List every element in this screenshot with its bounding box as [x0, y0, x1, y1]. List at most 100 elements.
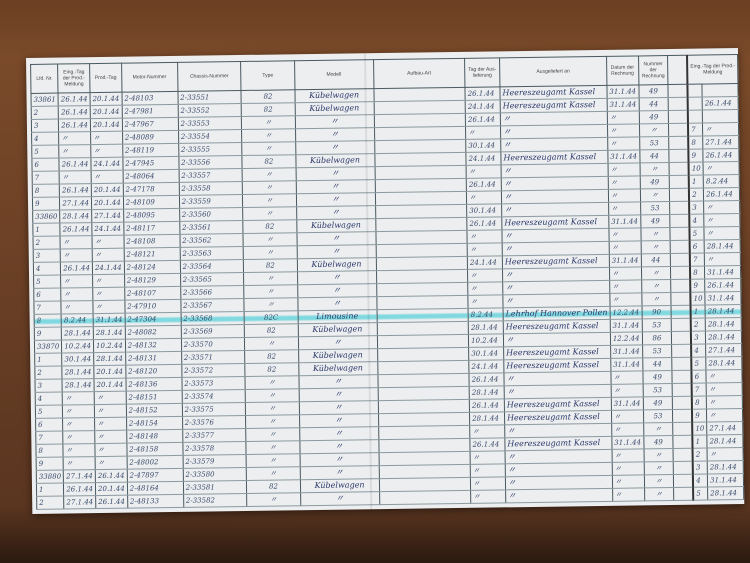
cell-tag-auslieferung: 〃 [466, 190, 502, 205]
cell-datum-rechnung: 31.1.44 [607, 149, 640, 164]
cell-motor-nummer: 2-47897 [126, 468, 184, 483]
cell-modell: 〃 [299, 465, 379, 480]
cell-eing-tag: 26.1.44 [59, 157, 92, 172]
cell-prod-tag: 〃 [91, 235, 124, 249]
cell-blank [671, 344, 692, 358]
cell-modell: 〃 [297, 296, 377, 311]
cell-lfd-nr: 3 [33, 249, 61, 263]
cell-aufbau-art [379, 490, 471, 505]
cell-aufbau-art [376, 295, 469, 310]
cell-type: 〃 [241, 128, 296, 143]
cell-datum-rechnung: 〃 [607, 136, 640, 151]
cell-eing-tag: 10.2.44 [61, 339, 94, 354]
cell-chassis-nummer: 2-33580 [182, 467, 247, 482]
cell-eing-tag-2: 27.1.44 [706, 421, 743, 436]
cell-blank [668, 110, 689, 124]
cell-motor-nummer: 2-48109 [123, 195, 180, 210]
cell-tag-auslieferung: 28.1.44 [469, 385, 505, 400]
cell-prod-tag: 27.1.44 [91, 209, 124, 223]
cell-type: 〃 [246, 453, 300, 468]
cell-prod-tag: 20.1.44 [95, 482, 128, 496]
cell-type: 82 [242, 154, 296, 169]
cell-eing-tag-2: 〃 [702, 122, 739, 137]
cell-eing-tag: 8.2.44 [61, 313, 94, 328]
cell-lfd-nr: 5 [31, 145, 60, 159]
cell-nummer-rechnung: 53 [643, 409, 674, 423]
cell-tag-auslieferung: 〃 [470, 476, 506, 491]
cell-nummer-rechnung: 〃 [641, 266, 672, 280]
cell-motor-nummer: 2-48154 [126, 416, 183, 431]
cell-modell: Kübelwagen [294, 101, 374, 116]
cell-aufbau-art [375, 243, 468, 258]
cell-blank [673, 448, 693, 462]
header-eing-tag: Eing.-Tag der Prod.-Meldung [57, 63, 90, 94]
cell-lfd-nr-2: 4 [693, 474, 708, 488]
cell-type: 〃 [242, 180, 297, 195]
cell-aufbau-art [378, 464, 471, 479]
cell-eing-tag: 〃 [60, 235, 93, 250]
cell-motor-nummer: 2-48124 [124, 260, 181, 275]
cell-aufbau-art [373, 87, 466, 102]
cell-type: 〃 [245, 401, 300, 416]
cell-eing-tag: 28.1.44 [62, 365, 94, 380]
cell-aufbau-art [374, 139, 466, 154]
cell-chassis-nummer: 2-33566 [180, 285, 245, 300]
cell-nummer-rechnung: 49 [643, 435, 674, 449]
cell-eing-tag: 26.1.44 [58, 105, 91, 120]
cell-datum-rechnung: 12.2.44 [610, 331, 643, 346]
cell-type: 〃 [243, 284, 298, 299]
cell-prod-tag: 28.1.44 [93, 326, 126, 340]
cell-nummer-rechnung: 〃 [640, 240, 671, 254]
cell-ausgeliefert-an: Heereszeugamt Kassel [499, 85, 607, 100]
cell-eing-tag: 26.1.44 [63, 482, 96, 497]
cell-lfd-nr: 4 [31, 132, 59, 146]
cell-blank [671, 318, 692, 332]
cell-chassis-nummer: 2-33567 [180, 298, 245, 313]
cell-prod-tag: 〃 [91, 170, 123, 184]
cell-lfd-nr: 5 [33, 275, 61, 289]
cell-motor-nummer: 2-48117 [123, 221, 180, 236]
cell-lfd-nr: 1 [34, 353, 63, 367]
cell-lfd-nr-2: 8 [690, 266, 705, 280]
cell-prod-tag: 20.1.44 [93, 378, 126, 392]
cell-datum-rechnung: 12.2.44 [609, 305, 642, 320]
cell-motor-nummer: 2-48082 [124, 325, 182, 340]
header-blank [667, 55, 688, 85]
cell-eing-tag: 〃 [59, 170, 92, 185]
cell-ausgeliefert-an: Heereszeugamt Kassel [502, 254, 610, 269]
cell-motor-nummer: 2-48107 [124, 286, 181, 301]
cell-prod-tag: 20.1.44 [91, 196, 124, 210]
cell-tag-auslieferung: 24.1.44 [465, 151, 502, 166]
cell-prod-tag: 26.1.44 [95, 495, 128, 509]
cell-lfd-nr-2: 8 [691, 396, 707, 410]
cell-modell: 〃 [297, 283, 377, 298]
cell-prod-tag: 20.1.44 [90, 105, 123, 119]
cell-blank [671, 305, 691, 319]
cell-nummer-rechnung: 〃 [640, 227, 671, 241]
cell-datum-rechnung: 〃 [608, 188, 641, 203]
cell-prod-tag: 〃 [94, 417, 127, 431]
cell-chassis-nummer: 2-33553 [178, 116, 242, 131]
cell-eing-tag-2: 〃 [703, 213, 740, 228]
cell-lfd-nr: 1 [32, 223, 61, 237]
cell-chassis-nummer: 2-33577 [182, 428, 247, 443]
cell-blank [673, 474, 694, 488]
cell-eing-tag: 28.1.44 [62, 378, 95, 393]
cell-tag-auslieferung: 10.2.44 [468, 333, 504, 348]
cell-type: 82C [244, 310, 298, 325]
cell-lfd-nr-2: 10 [688, 162, 704, 176]
cell-chassis-nummer: 2-33579 [182, 454, 247, 469]
cell-modell: 〃 [295, 166, 375, 181]
cell-motor-nummer: 2-48064 [122, 169, 179, 184]
cell-blank [670, 227, 690, 241]
cell-datum-rechnung: 31.1.44 [610, 318, 642, 333]
cell-motor-nummer: 2-48120 [125, 364, 182, 379]
cell-lfd-nr-2: 6 [689, 240, 705, 254]
cell-chassis-nummer: 2-33562 [179, 233, 244, 248]
cell-tag-auslieferung: 〃 [467, 229, 503, 244]
cell-nummer-rechnung: 〃 [641, 279, 672, 293]
cell-blank [668, 84, 688, 98]
cell-blank [670, 253, 691, 267]
header-datum-rechnung: Datum der Rechnung [606, 55, 639, 86]
cell-modell: 〃 [294, 114, 375, 129]
